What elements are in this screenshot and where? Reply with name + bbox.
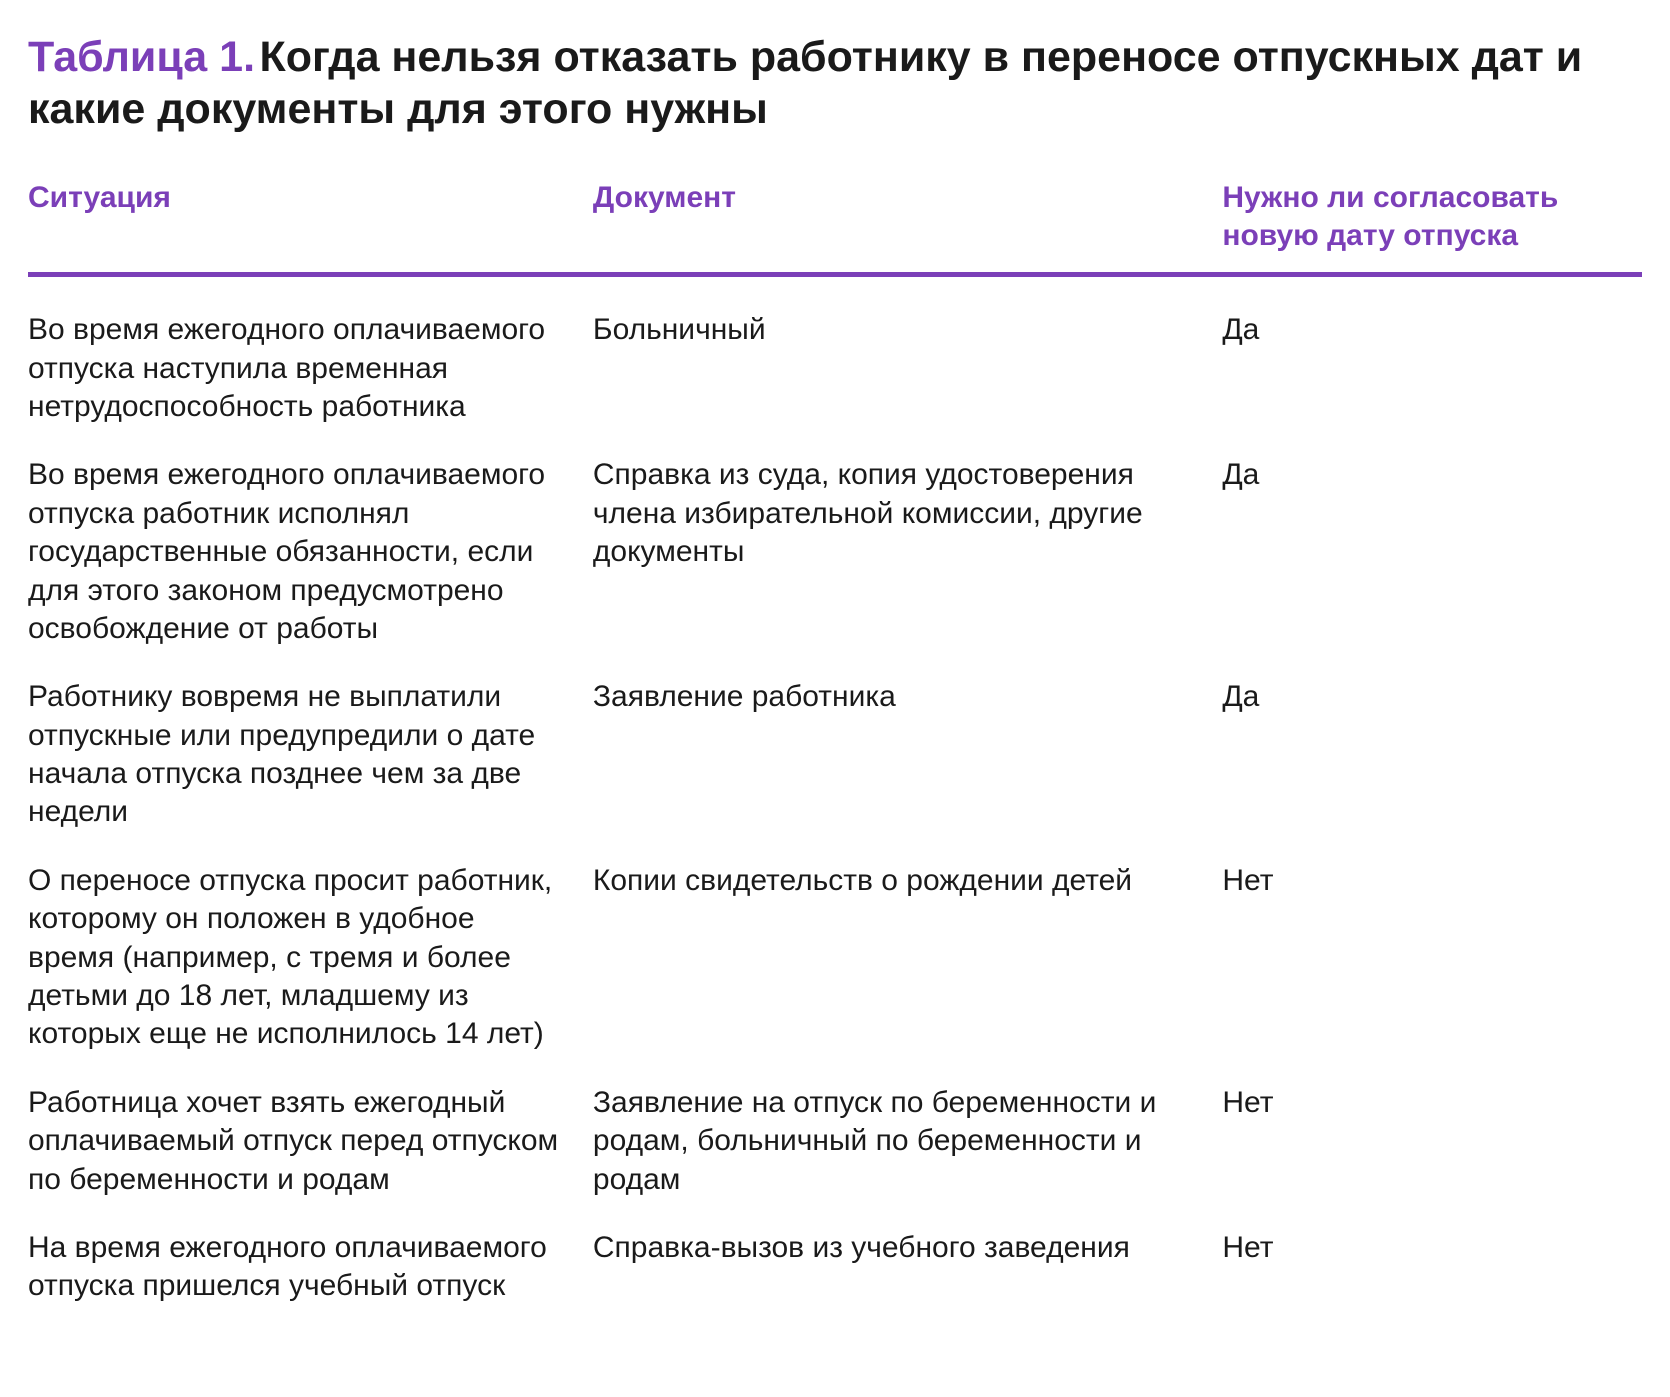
table-row: О переносе отпуска просит работник, кото…	[28, 832, 1642, 1054]
cell-approval: Да	[1222, 426, 1642, 648]
cell-situation: Во время ежегодного оплачивае­мого отпус…	[28, 426, 593, 648]
cell-document: Справка из суда, копия удостоверения чле…	[593, 426, 1222, 648]
cell-document: Заявление на отпуск по бере­менности и р…	[593, 1054, 1222, 1199]
table-title: Таблица 1. Когда нельзя отказать работни…	[28, 32, 1642, 135]
cell-situation: О переносе отпуска просит работник, кото…	[28, 832, 593, 1054]
cell-document: Заявление работника	[593, 648, 1222, 832]
table-row: Во время ежегодного оплачивае­мого отпус…	[28, 426, 1642, 648]
cell-approval: Нет	[1222, 1054, 1642, 1199]
vacation-table: Ситуация Документ Нужно ли согласовать н…	[28, 179, 1642, 1306]
table-row: Во время ежегодного оплачива­емого отпус…	[28, 275, 1642, 427]
table-row: На время ежегодного оплачивае­мого отпус…	[28, 1199, 1642, 1306]
header-approval: Нужно ли согласовать новую дату отпуска	[1222, 179, 1642, 275]
cell-approval: Нет	[1222, 1199, 1642, 1306]
cell-situation: Работнику вовремя не выплатили отпускные…	[28, 648, 593, 832]
cell-situation: Работница хочет взять ежегодный оплачива…	[28, 1054, 593, 1199]
table-header-row: Ситуация Документ Нужно ли согласовать н…	[28, 179, 1642, 275]
cell-approval: Да	[1222, 648, 1642, 832]
cell-situation: На время ежегодного оплачивае­мого отпус…	[28, 1199, 593, 1306]
header-situation: Ситуация	[28, 179, 593, 275]
cell-approval: Да	[1222, 275, 1642, 427]
cell-approval: Нет	[1222, 832, 1642, 1054]
title-prefix: Таблица 1.	[28, 33, 255, 81]
table-row: Работница хочет взять ежегодный оплачива…	[28, 1054, 1642, 1199]
title-main-text: Когда нельзя отказать работнику в перено…	[28, 33, 1582, 133]
cell-document: Больничный	[593, 275, 1222, 427]
cell-document: Копии свидетельств о рождении детей	[593, 832, 1222, 1054]
cell-situation: Во время ежегодного оплачива­емого отпус…	[28, 275, 593, 427]
cell-document: Справка-вызов из учебного заведения	[593, 1199, 1222, 1306]
header-document: Документ	[593, 179, 1222, 275]
table-row: Работнику вовремя не выплатили отпускные…	[28, 648, 1642, 832]
